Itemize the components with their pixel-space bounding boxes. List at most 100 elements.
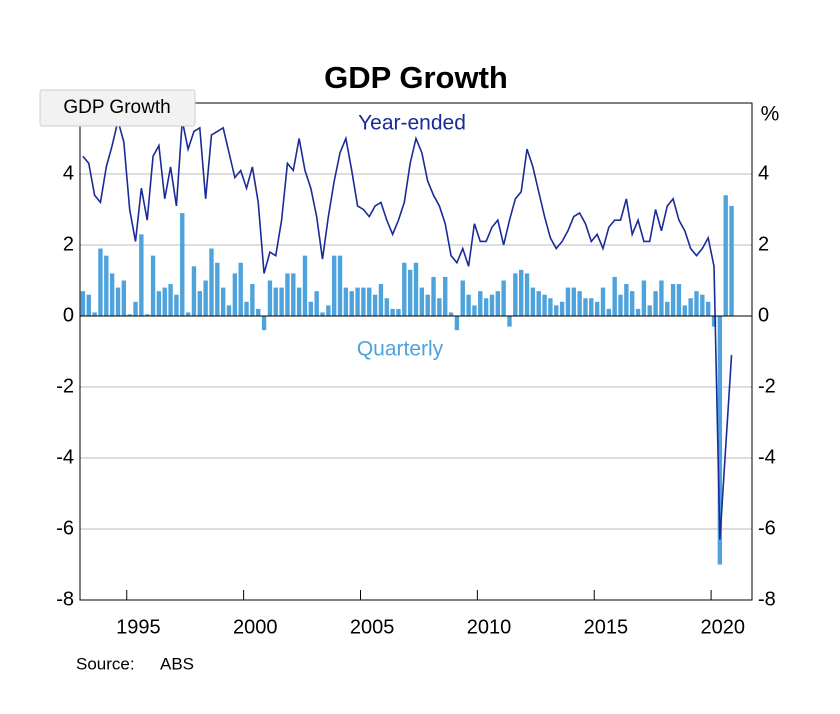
bar: [180, 213, 185, 316]
bar: [711, 316, 717, 327]
bar: [594, 301, 600, 316]
bar: [723, 195, 728, 316]
bar: [501, 280, 506, 316]
bar: [402, 262, 407, 316]
bar: [694, 291, 699, 316]
bar: [232, 273, 238, 316]
x-tick-label: 2020: [701, 616, 746, 638]
bar: [150, 255, 156, 316]
bar: [717, 316, 723, 565]
bar: [355, 287, 360, 316]
bar: [489, 294, 495, 316]
bar: [121, 280, 127, 316]
bar: [80, 291, 86, 316]
bar: [98, 248, 103, 316]
bar: [513, 273, 518, 316]
bar: [226, 305, 232, 316]
bar: [361, 287, 366, 316]
chart-title: GDP Growth: [324, 60, 508, 95]
bar: [215, 262, 220, 316]
bar: [267, 280, 273, 316]
bar: [705, 301, 711, 316]
bar: [185, 312, 191, 316]
y-tick-label-right: -8: [758, 588, 776, 610]
series-label: Quarterly: [357, 338, 444, 361]
bar: [536, 291, 541, 316]
bar: [367, 287, 372, 316]
bar: [542, 294, 547, 316]
bar: [349, 291, 354, 316]
bar: [419, 287, 425, 316]
bar: [308, 301, 314, 316]
bar: [372, 294, 378, 316]
tooltip-text: GDP Growth: [63, 97, 170, 118]
bar: [174, 294, 179, 316]
y-unit: %: [761, 103, 780, 126]
bar: [554, 305, 559, 316]
bar: [337, 255, 343, 316]
bar: [407, 269, 413, 316]
bar: [559, 301, 565, 316]
bar: [238, 262, 243, 316]
bar: [659, 280, 664, 316]
bar: [460, 280, 465, 316]
x-tick-label: 1995: [116, 616, 161, 638]
y-tick-label: 4: [63, 162, 74, 184]
bar: [425, 294, 430, 316]
bar: [448, 312, 454, 316]
bar: [220, 287, 226, 316]
bar: [530, 287, 536, 316]
bar: [670, 284, 676, 316]
bar: [524, 273, 530, 316]
bar: [273, 287, 278, 316]
bar: [302, 255, 308, 316]
bar: [343, 287, 349, 316]
bar: [443, 276, 448, 316]
y-tick-label: -2: [56, 375, 74, 397]
bar: [688, 298, 693, 316]
bar: [191, 266, 197, 316]
bar: [390, 308, 395, 316]
bar: [145, 314, 150, 316]
bar: [437, 298, 442, 316]
bar: [86, 294, 91, 316]
bar: [630, 291, 635, 316]
bar: [162, 287, 167, 316]
bar: [256, 308, 261, 316]
bar: [483, 298, 489, 316]
bar: [466, 294, 471, 316]
bar: [332, 255, 337, 316]
bar: [635, 308, 641, 316]
line: [82, 120, 733, 540]
y-tick-label: 0: [63, 304, 74, 326]
bar: [291, 273, 296, 316]
bar: [454, 316, 460, 331]
bar: [296, 287, 302, 316]
bar: [606, 308, 612, 316]
bar: [378, 284, 384, 316]
tooltip-box: [39, 89, 196, 127]
bar: [261, 316, 267, 331]
bar: [647, 305, 652, 316]
bar: [127, 314, 132, 316]
bar: [548, 298, 553, 316]
bar: [682, 305, 687, 316]
bar: [413, 262, 419, 316]
bar: [244, 301, 249, 316]
bar: [653, 291, 658, 316]
bar: [618, 294, 623, 316]
plot: -8 -8 -6 -6 -4 -4 -2 -2 0 0 2 2 4 4 1995 2000 2005 2010 20…: [56, 102, 776, 638]
bar: [431, 276, 436, 316]
bar: [565, 287, 571, 316]
y-tick-label: -6: [56, 517, 74, 539]
x-tick-label: 2015: [584, 616, 629, 638]
bar: [203, 280, 208, 316]
tooltip: GDP Growth: [39, 89, 196, 127]
bar: [139, 234, 144, 316]
bar: [729, 205, 734, 316]
y-tick-label-right: 2: [758, 233, 769, 255]
bar: [507, 316, 512, 327]
x-tick-label: 2005: [350, 616, 395, 638]
source: ABS: [160, 654, 194, 673]
bar: [104, 255, 109, 316]
